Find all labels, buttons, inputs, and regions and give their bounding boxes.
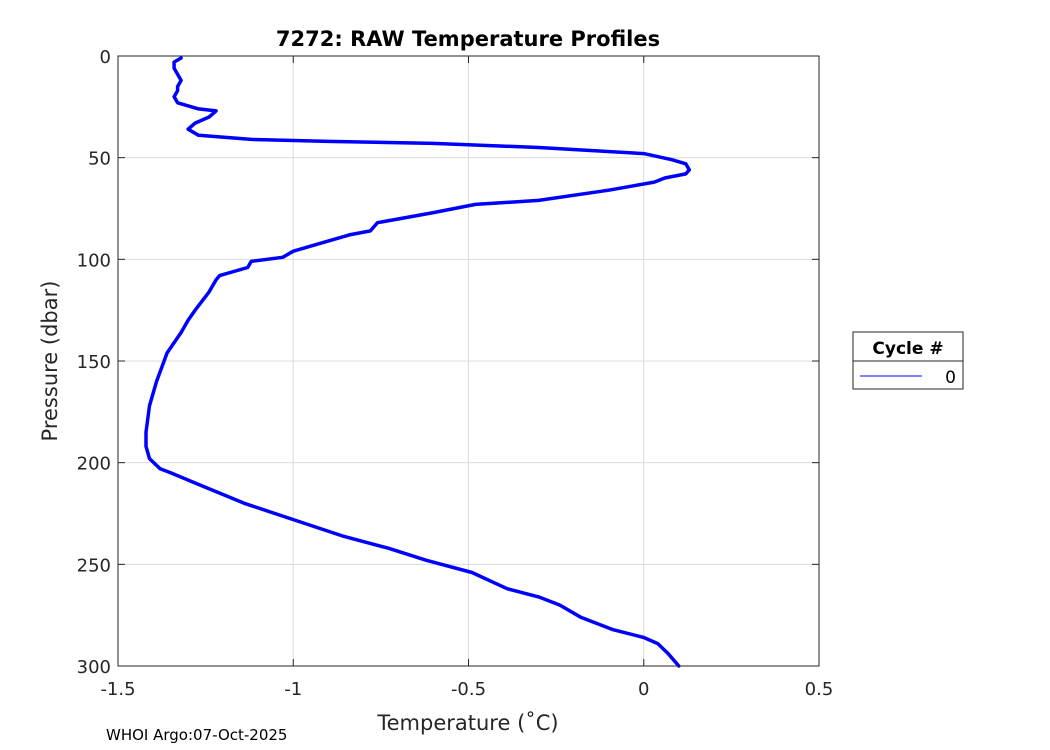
- y-tick-labels: 0 50 100 150 200 250 300: [77, 47, 111, 678]
- series-line-cycle-0: [144, 56, 692, 668]
- x-tick-label: 0.5: [805, 679, 834, 700]
- ticks: [117, 55, 820, 667]
- y-tick-label: 200: [77, 454, 111, 475]
- y-tick-label: 150: [77, 352, 111, 373]
- x-tick-labels: -1.5 -1 -0.5 0 0.5: [100, 679, 833, 700]
- y-tick-label: 300: [77, 657, 111, 678]
- chart-title: 7272: RAW Temperature Profiles: [276, 27, 660, 51]
- series-layer: [144, 56, 692, 668]
- footer-stamp: WHOI Argo:07-Oct-2025: [106, 726, 287, 744]
- x-tick-label: 0: [638, 679, 649, 700]
- legend: Cycle # 0: [852, 331, 964, 390]
- legend-entry-cycle-0: 0: [945, 368, 956, 388]
- y-tick-label: 250: [77, 555, 111, 576]
- x-axis-label: Temperature (˚C): [376, 711, 558, 735]
- y-tick-label: 0: [100, 47, 111, 68]
- y-tick-label: 50: [88, 149, 111, 170]
- x-tick-label: -1: [284, 679, 302, 700]
- legend-title: Cycle #: [872, 339, 943, 359]
- y-tick-label: 100: [77, 250, 111, 271]
- y-axis-label: Pressure (dbar): [38, 281, 62, 442]
- x-tick-label: -0.5: [451, 679, 486, 700]
- x-tick-label: -1.5: [100, 679, 135, 700]
- grid: [118, 56, 819, 666]
